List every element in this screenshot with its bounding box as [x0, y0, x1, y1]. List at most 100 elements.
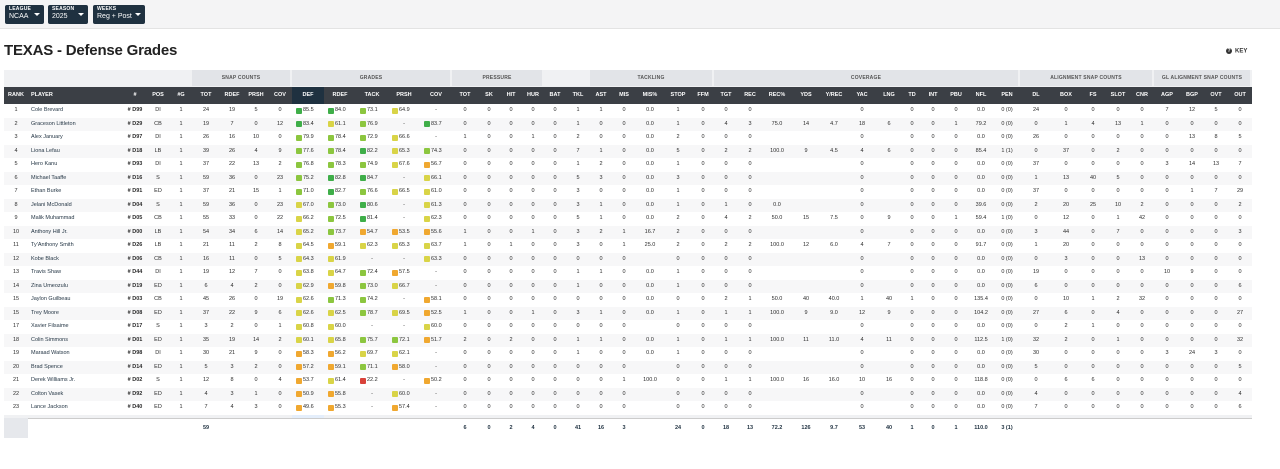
column-header-tot-14[interactable]: TOT: [459, 92, 471, 98]
column-header-rec-26[interactable]: REC: [744, 92, 756, 98]
column-header-bgp-43[interactable]: BGP: [1186, 92, 1198, 98]
column-header-tkl-19[interactable]: TKL: [572, 92, 584, 98]
column-header-prsh-12[interactable]: PRSH: [396, 92, 412, 98]
column-header-rdef-6[interactable]: RDEF: [224, 92, 240, 98]
column-header-cov-13[interactable]: COV: [430, 92, 442, 98]
column-header-rank-0[interactable]: RANK: [8, 92, 24, 98]
column-header-pen-36[interactable]: PEN: [1001, 92, 1013, 98]
table-row[interactable]: [4, 360, 1252, 374]
player-name-link[interactable]: Alex January: [31, 134, 63, 140]
player-name-link[interactable]: Jaylon Guilbeau: [31, 296, 71, 302]
table-row[interactable]: [4, 374, 1252, 388]
player-name-link[interactable]: Zina Umeozulu: [31, 282, 68, 289]
table-row[interactable]: [4, 347, 1252, 361]
column-header-mis-21[interactable]: MIS: [619, 92, 629, 98]
table-row[interactable]: [4, 117, 1252, 131]
table-row[interactable]: [4, 144, 1252, 158]
column-header-int-33[interactable]: INT: [928, 92, 938, 98]
player-name-link[interactable]: Kobe Black: [31, 255, 59, 262]
table-row[interactable]: [4, 279, 1252, 293]
column-header-rec-27[interactable]: REC%: [768, 92, 786, 98]
column-header-tack-11[interactable]: TACK: [364, 92, 380, 98]
table-row[interactable]: [4, 306, 1252, 320]
table-row[interactable]: [4, 171, 1252, 185]
column-header-y-rec-29[interactable]: Y/REC: [825, 92, 843, 98]
key-button[interactable]: ? KEY: [1226, 48, 1247, 55]
column-header-tot-5[interactable]: TOT: [200, 92, 212, 98]
player-name-link[interactable]: Liona Lefau: [31, 147, 60, 154]
column-header-fs-39[interactable]: FS: [1089, 92, 1097, 98]
grade-value: 78.4: [335, 147, 346, 154]
player-name-link[interactable]: Michael Taaffe: [31, 174, 67, 181]
player-name-link[interactable]: Colton Vasek: [31, 390, 64, 397]
column-header-player-1[interactable]: PLAYER: [31, 92, 53, 98]
player-name-link[interactable]: Trey Moore: [31, 309, 59, 316]
column-header-nfl-35[interactable]: NFL: [975, 92, 987, 98]
player-name-link[interactable]: Ty'Anthony Smith: [31, 242, 74, 248]
column-header-yds-28[interactable]: YDS: [800, 92, 812, 98]
table-row[interactable]: [4, 225, 1252, 239]
table-row[interactable]: [4, 239, 1252, 253]
season-dropdown[interactable]: SEASON 2025: [48, 5, 88, 24]
player-name-link[interactable]: Maraad Watson: [31, 350, 70, 356]
table-row[interactable]: [4, 104, 1252, 118]
column-header-prsh-7[interactable]: PRSH: [248, 92, 264, 98]
column-header-hur-17[interactable]: HUR: [527, 92, 539, 98]
column-header-ovt-44[interactable]: OVT: [1210, 92, 1222, 98]
column-header-ffm-24[interactable]: FFM: [697, 92, 709, 98]
player-name-link[interactable]: Ethan Burke: [31, 188, 62, 194]
player-name-link[interactable]: Lance Jackson: [31, 404, 68, 410]
column-header-box-38[interactable]: BOX: [1060, 92, 1072, 98]
table-row[interactable]: [4, 131, 1252, 145]
player-name-link[interactable]: Cole Brevard: [31, 107, 64, 113]
weeks-dropdown[interactable]: WEEKS Reg + Post: [93, 5, 145, 24]
column-header-def-9[interactable]: DEF: [292, 87, 324, 104]
column-header-mis-22[interactable]: MIS%: [642, 92, 658, 98]
player-name-link[interactable]: Travis Shaw: [31, 269, 62, 275]
column-header-g-4[interactable]: #G: [177, 92, 185, 98]
player-name-link[interactable]: Hero Kanu: [31, 161, 58, 167]
column-header-agp-42[interactable]: AGP: [1161, 92, 1173, 98]
column-header-lng-31[interactable]: LNG: [883, 92, 895, 98]
player-name-link[interactable]: Derek Williams Jr.: [31, 377, 76, 383]
column-header-rdef-10[interactable]: RDEF: [332, 92, 348, 98]
column-header-cnr-41[interactable]: CNR: [1136, 92, 1148, 98]
table-row[interactable]: [4, 252, 1252, 266]
player-name-link[interactable]: Brad Spence: [31, 363, 63, 370]
column-header-hit-16[interactable]: HIT: [506, 92, 516, 98]
table-row[interactable]: [4, 387, 1252, 401]
league-dropdown[interactable]: LEAGUE NCAA: [5, 5, 44, 24]
table-row[interactable]: [4, 158, 1252, 172]
column-header-cov-8[interactable]: COV: [274, 92, 286, 98]
column-header-stop-23[interactable]: STOP: [670, 92, 686, 98]
column-header-sk-15[interactable]: SK: [485, 92, 493, 98]
table-cell: 1: [179, 350, 183, 356]
grade-swatch: [360, 134, 366, 141]
table-row[interactable]: [4, 185, 1252, 199]
table-row[interactable]: [4, 266, 1252, 280]
column-header-bat-18[interactable]: BAT: [549, 92, 561, 98]
column-header-ast-20[interactable]: AST: [595, 92, 607, 98]
column-header-out-45[interactable]: OUT: [1234, 92, 1246, 98]
table-row[interactable]: [4, 293, 1252, 307]
column-header-pbu-34[interactable]: PBU: [950, 92, 962, 98]
player-name-link[interactable]: Malik Muhammad: [31, 215, 75, 221]
column-header-td-32[interactable]: TD: [908, 92, 916, 98]
player-name-link[interactable]: Xavier Filsaime: [31, 323, 69, 329]
table-cell: 1: [278, 188, 282, 194]
table-row[interactable]: [4, 401, 1252, 415]
column-header--2[interactable]: #: [133, 92, 137, 98]
column-header-slot-40[interactable]: SLOT: [1110, 92, 1126, 98]
table-row[interactable]: [4, 333, 1252, 347]
player-name-link[interactable]: Colin Simmons: [31, 336, 68, 343]
column-header-yac-30[interactable]: YAC: [856, 92, 868, 98]
table-row[interactable]: [4, 320, 1252, 334]
column-header-dl-37[interactable]: DL: [1032, 92, 1040, 98]
player-name-link[interactable]: Jelani McDonald: [31, 201, 72, 208]
table-row[interactable]: [4, 198, 1252, 212]
column-header-tgt-25[interactable]: TGT: [720, 92, 732, 98]
column-header-pos-3[interactable]: POS: [152, 92, 164, 98]
player-name-link[interactable]: Anthony Hill Jr.: [31, 228, 68, 235]
table-row[interactable]: [4, 212, 1252, 226]
player-name-link[interactable]: Graceson Littleton: [31, 120, 76, 127]
